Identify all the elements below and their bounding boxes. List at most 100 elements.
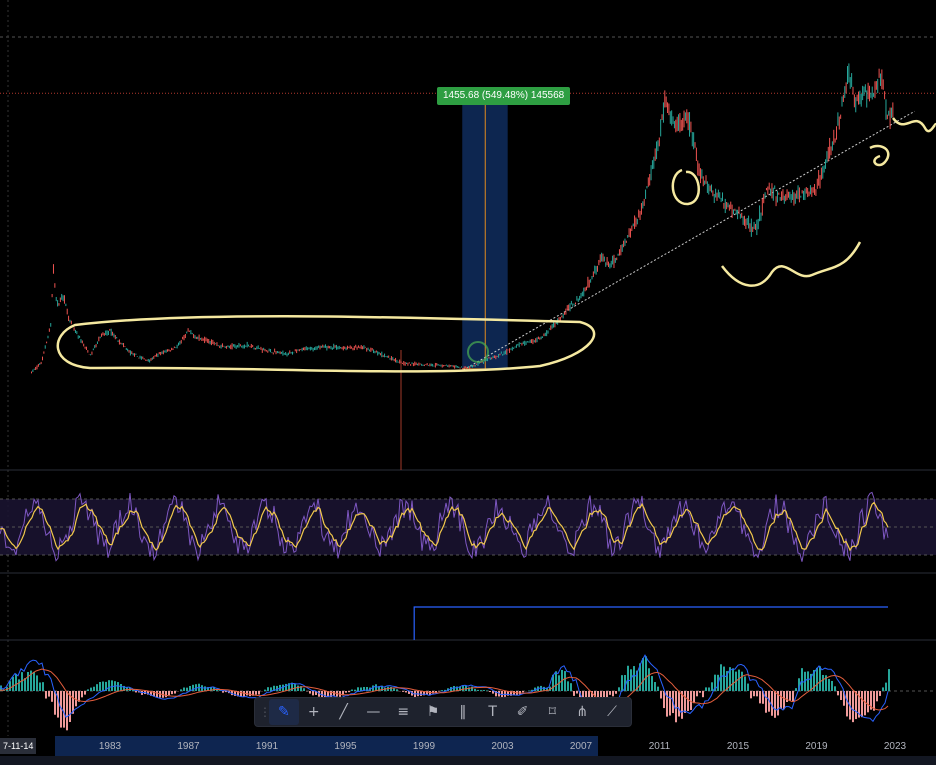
macd-histogram-bar xyxy=(687,691,689,711)
macd-histogram-bar xyxy=(816,667,818,691)
time-axis-tick: 1991 xyxy=(255,741,279,752)
macd-histogram-bar xyxy=(429,691,431,696)
macd-histogram-bar xyxy=(30,670,32,691)
macd-histogram-bar xyxy=(864,691,866,716)
macd-histogram-bar xyxy=(876,691,878,702)
macd-histogram-bar xyxy=(186,687,188,691)
macd-histogram-bar xyxy=(303,688,305,691)
macd-histogram-bar xyxy=(51,691,53,702)
macd-histogram-bar xyxy=(54,691,56,715)
flag-icon[interactable]: ⚑ xyxy=(426,704,440,720)
macd-histogram-bar xyxy=(573,691,575,696)
macd-histogram-bar xyxy=(552,674,554,691)
macd-histogram-bar xyxy=(693,691,695,704)
macd-histogram-bar xyxy=(630,669,632,691)
macd-histogram-bar xyxy=(99,681,101,691)
macd-histogram-bar xyxy=(24,678,26,691)
macd-histogram-bar xyxy=(87,689,89,691)
text-icon[interactable]: T xyxy=(488,704,497,720)
horizontal-ray-icon[interactable]: — xyxy=(366,704,381,720)
macd-histogram-bar xyxy=(624,675,626,691)
macd-histogram-bar xyxy=(174,691,176,694)
macd-histogram-bar xyxy=(888,669,890,691)
macd-histogram-bar xyxy=(360,687,362,691)
macd-histogram-bar xyxy=(285,683,287,691)
macd-histogram-bar xyxy=(330,691,332,697)
brush-icon[interactable]: ✎ xyxy=(269,699,299,725)
macd-histogram-bar xyxy=(396,689,398,691)
macd-histogram-bar xyxy=(645,656,647,691)
time-axis-tick: 2019 xyxy=(805,741,828,752)
macd-histogram-bar xyxy=(195,684,197,691)
macd-histogram-bar xyxy=(495,691,497,697)
macd-histogram-bar xyxy=(408,691,410,694)
macd-histogram-bar xyxy=(267,687,269,691)
macd-histogram-bar xyxy=(351,689,353,691)
macd-histogram-bar xyxy=(9,681,11,691)
crosshair-icon[interactable]: + xyxy=(307,704,320,720)
macd-histogram-bar xyxy=(366,687,368,691)
macd-histogram-bar xyxy=(651,676,653,691)
macd-histogram-bar xyxy=(792,691,794,702)
macd-histogram-bar xyxy=(108,680,110,691)
macd-histogram-bar xyxy=(66,691,68,731)
macd-histogram-bar xyxy=(135,691,137,693)
macd-histogram-bar xyxy=(345,691,347,693)
macd-histogram-bar xyxy=(834,686,836,691)
macd-histogram-bar xyxy=(312,691,314,696)
macd-histogram-bar xyxy=(282,684,284,691)
macd-histogram-bar xyxy=(513,691,515,696)
macd-histogram-bar xyxy=(618,687,620,691)
macd-histogram-bar xyxy=(543,686,545,691)
ruler-icon[interactable]: ⟋ xyxy=(607,704,617,720)
macd-histogram-bar xyxy=(393,688,395,691)
bars-icon[interactable]: ‖ xyxy=(459,704,467,720)
macd-histogram-bar xyxy=(801,668,803,691)
macd-histogram-bar xyxy=(192,684,194,691)
bottom-strip xyxy=(0,756,936,765)
time-axis-tick: 1999 xyxy=(412,741,436,752)
macd-histogram-bar xyxy=(885,682,887,691)
macd-histogram-bar xyxy=(870,691,872,710)
fib-icon[interactable]: ≡ xyxy=(397,704,410,720)
macd-histogram-bar xyxy=(39,682,41,691)
macd-pane xyxy=(0,654,936,731)
macd-histogram-bar xyxy=(879,691,881,696)
trend-line-icon[interactable]: ╱ xyxy=(339,704,348,720)
pen-icon[interactable]: ✐ xyxy=(516,704,529,720)
macd-histogram-bar xyxy=(639,663,641,691)
macd-histogram-bar xyxy=(813,669,815,691)
time-axis-range-highlight xyxy=(55,736,598,756)
macd-histogram-bar xyxy=(270,687,272,691)
macd-histogram-bar xyxy=(0,685,2,691)
rsi-pane xyxy=(0,491,936,574)
macd-histogram-bar xyxy=(492,691,494,694)
macd-histogram-bar xyxy=(294,683,296,691)
macd-histogram-bar xyxy=(576,691,578,694)
macd-histogram-bar xyxy=(453,686,455,691)
macd-histogram-bar xyxy=(489,691,491,692)
drag-handle-icon[interactable]: ⋮⋮ xyxy=(259,705,283,719)
macd-histogram-bar xyxy=(456,686,458,691)
time-axis-tick: 1987 xyxy=(177,741,200,752)
time-axis-tick: 1995 xyxy=(334,741,357,752)
macd-histogram-bar xyxy=(36,675,38,691)
macd-histogram-bar xyxy=(156,691,158,698)
macd-histogram-bar xyxy=(696,691,698,697)
pattern-icon[interactable]: ⋔ xyxy=(576,704,589,720)
callout-icon[interactable]: ⌑ xyxy=(548,704,556,720)
macd-histogram-bar xyxy=(522,691,524,693)
macd-histogram-bar xyxy=(861,691,863,718)
macd-histogram-bar xyxy=(69,691,71,723)
macd-histogram-bar xyxy=(483,690,485,691)
macd-histogram-bar xyxy=(846,691,848,717)
macd-histogram-bar xyxy=(714,674,716,691)
macd-histogram-bar xyxy=(381,685,383,691)
macd-histogram-bar xyxy=(678,691,680,717)
macd-histogram-bar xyxy=(426,691,428,695)
macd-histogram-bar xyxy=(18,679,20,691)
macd-histogram-bar xyxy=(627,665,629,691)
macd-histogram-bar xyxy=(819,666,821,691)
drawing-toolbar: ⋮⋮ ✎ + ╱ — ≡ ⚑ ‖ T ✐ ⌑ ⋔ ⟋ xyxy=(254,697,632,727)
